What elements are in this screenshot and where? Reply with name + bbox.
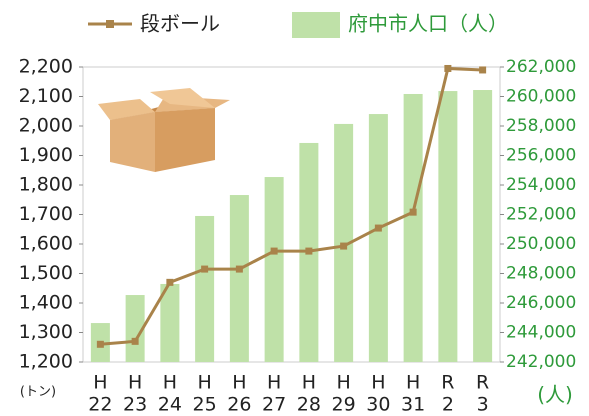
x-tick-label: 22 <box>88 394 112 416</box>
y2-tick-label: 260,000 <box>506 87 576 107</box>
x-tick-label: H <box>267 372 281 394</box>
x-tick-label: H <box>93 372 107 394</box>
line-marker <box>270 247 278 255</box>
x-tick-label: H <box>163 372 177 394</box>
x-tick-label: 3 <box>477 394 489 416</box>
legend-marker-icon <box>106 20 114 28</box>
y2-tick-label: 248,000 <box>506 264 576 284</box>
y2-tick-label: 256,000 <box>506 146 576 166</box>
y-tick-label: 2,000 <box>19 115 73 137</box>
cardboard-box-illustration <box>98 88 230 172</box>
x-tick-label: H <box>371 372 385 394</box>
legend-label: 府中市人口（人） <box>348 12 508 36</box>
y2-tick-label: 252,000 <box>506 205 576 225</box>
line-marker <box>235 265 243 273</box>
line-marker <box>166 278 174 286</box>
y-tick-label: 1,300 <box>19 321 73 343</box>
y2-tick-label: 258,000 <box>506 116 576 136</box>
legend-bar-icon <box>292 12 340 38</box>
y2-tick-label: 254,000 <box>506 175 576 195</box>
y2-tick-label: 244,000 <box>506 323 576 343</box>
x-tick-label: 23 <box>123 394 147 416</box>
line-marker <box>340 242 348 250</box>
x-tick-label: R <box>441 372 454 394</box>
y-tick-label: 1,200 <box>19 351 73 373</box>
y2-tick-label: 250,000 <box>506 234 576 254</box>
y2-tick-label: 262,000 <box>506 57 576 77</box>
bar <box>160 283 180 362</box>
line-marker <box>444 64 452 72</box>
x-tick-label: H <box>197 372 211 394</box>
y-tick-label: 1,800 <box>19 174 73 196</box>
y-tick-label: 1,600 <box>19 233 73 255</box>
line-marker <box>96 340 104 348</box>
x-tick-label: H <box>302 372 316 394</box>
bar <box>368 114 388 363</box>
x-tick-label: H <box>406 372 420 394</box>
bar <box>473 90 493 362</box>
x-tick-label: 31 <box>401 394 425 416</box>
bar <box>403 93 423 363</box>
y-tick-label: 1,500 <box>19 262 73 284</box>
x-tick-label: 29 <box>332 394 356 416</box>
y-tick-label: 1,700 <box>19 203 73 225</box>
y2-axis-unit: (人) <box>537 383 573 407</box>
y-tick-label: 1,400 <box>19 292 73 314</box>
y-tick-label: 1,900 <box>19 144 73 166</box>
y2-tick-label: 242,000 <box>506 352 576 372</box>
x-tick-label: H <box>336 372 350 394</box>
y-axis-unit: (トン) <box>20 385 56 400</box>
bar <box>229 195 249 362</box>
line-marker <box>374 224 382 232</box>
y-tick-label: 2,100 <box>19 85 73 107</box>
y2-tick-label: 246,000 <box>506 293 576 313</box>
line-marker <box>201 265 209 273</box>
line-marker <box>409 208 417 216</box>
x-tick-label: H <box>232 372 246 394</box>
bar <box>125 295 145 362</box>
line-marker <box>479 66 487 74</box>
bar <box>264 177 284 362</box>
x-tick-label: 24 <box>158 394 182 416</box>
bar <box>438 91 458 362</box>
x-tick-label: 2 <box>442 394 454 416</box>
x-tick-label: 30 <box>366 394 390 416</box>
x-tick-label: 26 <box>227 394 251 416</box>
x-tick-label: 27 <box>262 394 286 416</box>
x-tick-label: 25 <box>193 394 217 416</box>
x-tick-label: R <box>476 372 489 394</box>
bar <box>195 215 215 362</box>
line <box>100 66 483 346</box>
line-marker <box>131 337 139 345</box>
y-tick-label: 2,200 <box>19 56 73 78</box>
legend-label: 段ボール <box>140 12 220 36</box>
line-marker <box>305 247 313 255</box>
x-tick-label: H <box>128 372 142 394</box>
x-tick-label: 28 <box>297 394 321 416</box>
